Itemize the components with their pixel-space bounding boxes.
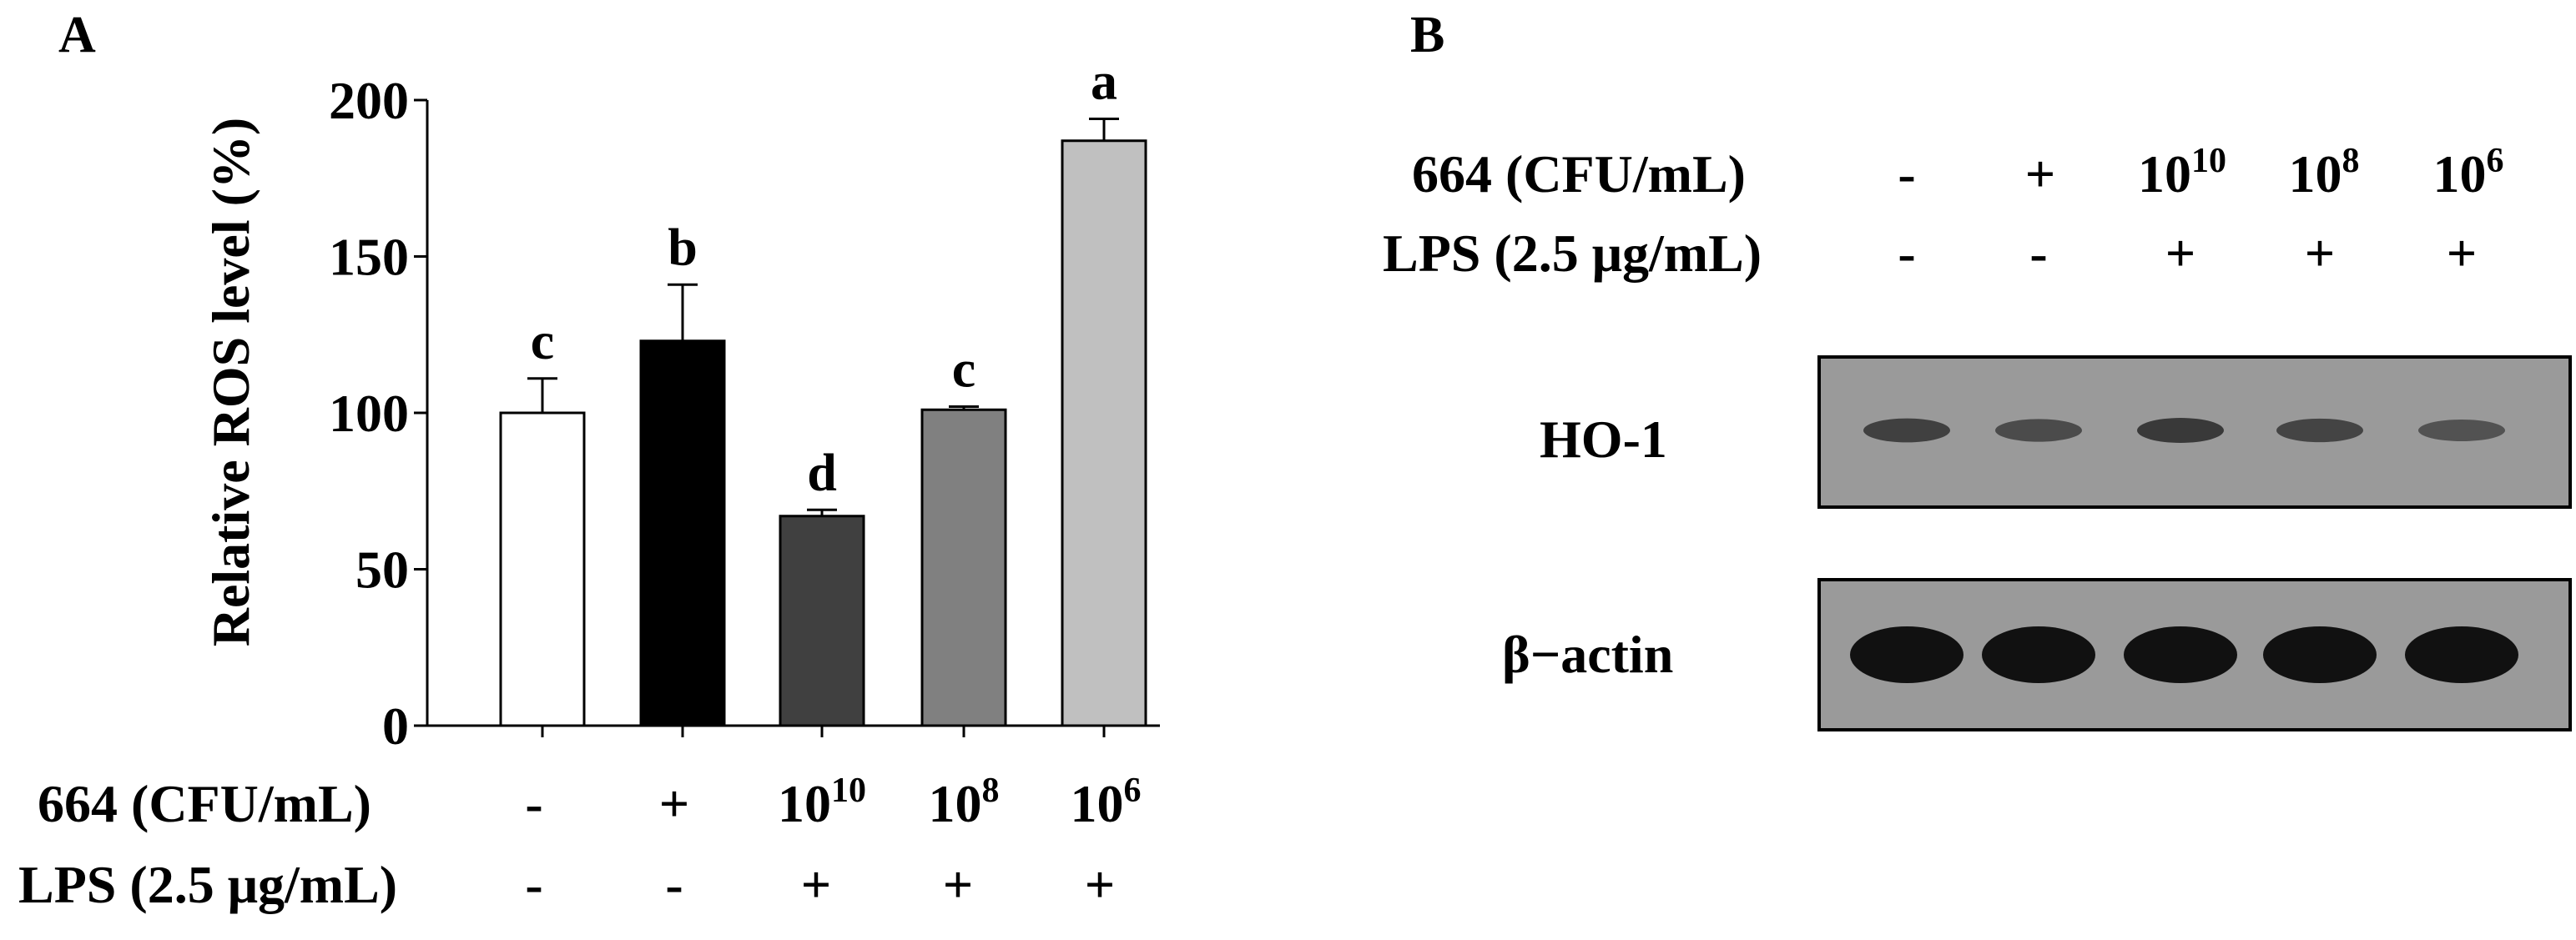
condition-value: 108: [2289, 142, 2360, 204]
blot-label: β−actin: [1502, 625, 1673, 684]
blot-band: [2137, 418, 2224, 443]
significance-letter: a: [1091, 52, 1117, 111]
condition-value: +: [2165, 224, 2195, 283]
y-tick-label: 50: [355, 540, 409, 600]
bar: [1061, 139, 1147, 727]
significance-letter: c: [952, 339, 975, 399]
bar: [639, 339, 726, 727]
significance-letter: c: [531, 311, 554, 370]
bar: [920, 408, 1007, 727]
blot-row1-label: 664 (CFU/mL): [1412, 144, 1746, 204]
blot-label: HO-1: [1540, 410, 1667, 469]
panel-a-label: A: [58, 7, 96, 63]
condition-value: +: [2447, 224, 2477, 283]
blot-band: [2276, 418, 2363, 443]
condition-value: +: [801, 855, 831, 914]
chart-axes: 0 50 100 150 200: [329, 71, 1160, 756]
western-blots: HO-1 β−actin: [1502, 355, 2572, 731]
condition-value: -: [525, 855, 542, 914]
condition-value: 106: [1071, 772, 1142, 833]
condition-value: +: [2025, 144, 2055, 204]
blot-row2-label: LPS (2.5 μg/mL): [1383, 224, 1762, 283]
blot-band: [2418, 419, 2505, 442]
significance-letter: d: [807, 442, 837, 501]
blot-condition-table: 664 (CFU/mL) LPS (2.5 μg/mL) - +1010 108 10…: [1383, 142, 2504, 283]
row2-label: LPS (2.5 μg/mL): [18, 855, 397, 914]
condition-value: 1010: [2138, 142, 2226, 204]
condition-value: 106: [2433, 142, 2504, 204]
y-tick-label: 150: [329, 228, 409, 287]
row1-label: 664 (CFU/mL): [38, 774, 371, 833]
blot-band: [2263, 626, 2377, 683]
chart-condition-table: 664 (CFU/mL) LPS (2.5 μg/mL) - +1010 108 10…: [18, 772, 1142, 914]
condition-value: -: [2029, 224, 2047, 283]
blot-band: [2405, 626, 2518, 683]
panel-b-label: B: [1410, 7, 1444, 63]
bar: [499, 411, 586, 727]
bar: [779, 515, 865, 727]
condition-value: -: [665, 855, 683, 914]
condition-value: -: [525, 774, 542, 833]
blot-band: [1863, 418, 1950, 443]
y-tick-label: 100: [329, 384, 409, 443]
condition-value: +: [943, 855, 973, 914]
condition-value: +: [659, 774, 689, 833]
condition-value: 108: [929, 772, 1000, 833]
blot-band: [1850, 626, 1964, 683]
significance-letter: b: [668, 217, 698, 276]
blot-band: [1995, 419, 2082, 442]
y-axis-title: Relative ROS level (%): [201, 118, 260, 647]
blot-band: [2124, 626, 2237, 683]
condition-value: 1010: [778, 772, 866, 833]
chart-bars: c b d c a: [499, 52, 1147, 727]
y-tick-label: 0: [382, 696, 409, 756]
condition-value: +: [1085, 855, 1115, 914]
y-tick-label: 200: [329, 71, 409, 130]
condition-value: -: [1898, 224, 1915, 283]
condition-value: +: [2305, 224, 2335, 283]
blot-band: [1982, 626, 2095, 683]
condition-value: -: [1898, 144, 1915, 204]
